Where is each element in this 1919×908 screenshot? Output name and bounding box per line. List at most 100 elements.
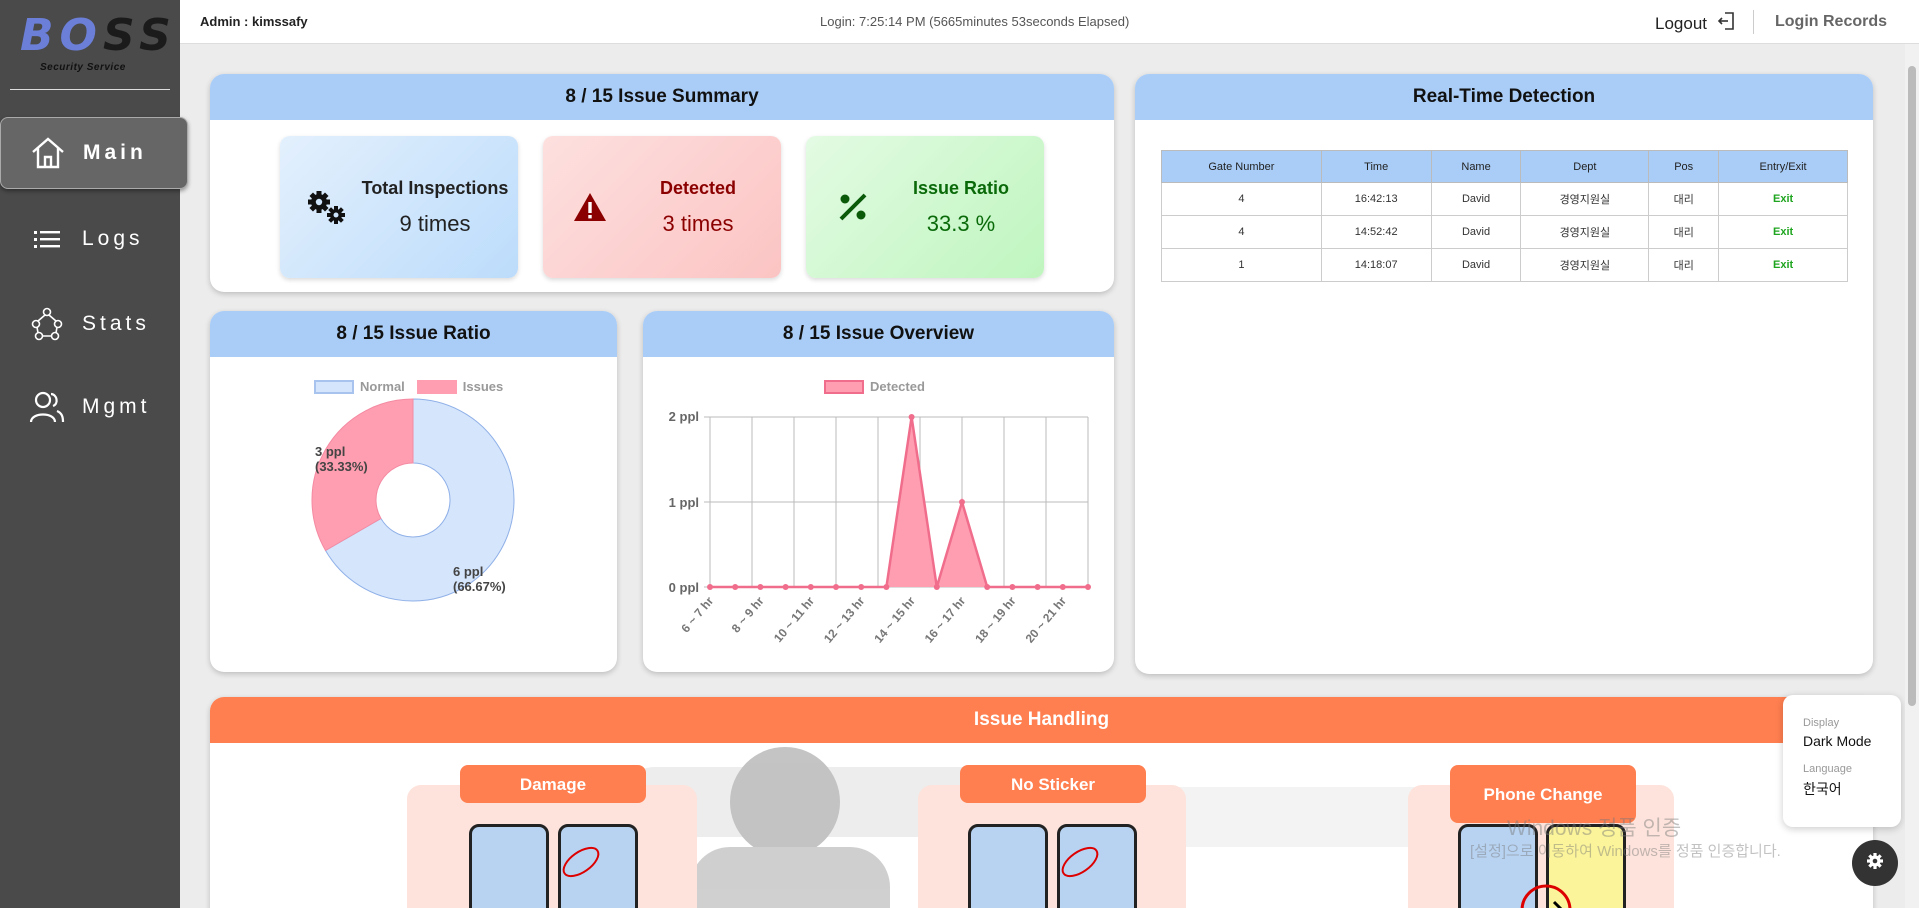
series-line-detected: [710, 416, 1088, 589]
damage-panel: [407, 785, 697, 908]
phone-new-icon: [1546, 824, 1626, 908]
network-icon: [28, 305, 66, 343]
issue-overview-card: 8 / 15 Issue Overview Detected 2 ppl 1 p…: [643, 311, 1114, 672]
x-tick-label: 8 ~ 9 hr: [729, 594, 767, 636]
column-header: Dept: [1520, 150, 1650, 183]
data-point: [732, 584, 739, 590]
pie-label-issues-count: 3 ppl: [315, 444, 345, 459]
table-cell: 14:52:42: [1320, 215, 1432, 249]
phone-change-label[interactable]: Phone Change: [1450, 765, 1636, 823]
pie-slice-issues: [311, 398, 414, 552]
phone-old-icon: [1458, 824, 1538, 908]
total-inspections-label: Total Inspections: [361, 177, 509, 198]
x-tick-label: 20 ~ 21 hr: [1023, 594, 1070, 646]
sidebar-item-stats[interactable]: Stats: [0, 288, 188, 360]
pie-label-issues-percent: (33.33%): [315, 459, 368, 474]
logout-button[interactable]: Logout: [1655, 11, 1735, 36]
column-header: Entry/Exit: [1718, 150, 1848, 183]
dark-mode-toggle[interactable]: Dark Mode: [1803, 733, 1872, 749]
display-label: Display: [1803, 717, 1840, 729]
sidebar-item-label: Logs: [82, 227, 144, 250]
realtime-detection-title: Real-Time Detection: [1135, 74, 1873, 120]
sidebar-item-label: Mgmt: [82, 395, 151, 418]
data-point: [757, 584, 764, 590]
x-tick-label: 14 ~ 15 hr: [871, 594, 918, 646]
users-icon: [28, 388, 66, 426]
issue-ratio-chart-title: 8 / 15 Issue Ratio: [210, 311, 617, 357]
column-header: Pos: [1648, 150, 1720, 183]
legend-swatch-normal: [314, 379, 354, 394]
table-cell: 대리: [1648, 248, 1720, 282]
logout-icon: [1717, 11, 1735, 36]
admin-label: Admin : kimssafy: [200, 14, 308, 29]
table-cell: David: [1430, 248, 1522, 282]
table-cell: 경영지원실: [1520, 248, 1650, 282]
data-point: [883, 584, 890, 590]
legend-label-normal[interactable]: Normal: [360, 379, 405, 394]
gear-icon: [1866, 852, 1884, 875]
realtime-detection-card: Real-Time Detection Gate Number Time Nam…: [1135, 74, 1873, 674]
x-tick-label: 16 ~ 17 hr: [922, 594, 969, 646]
area-chart: 2 ppl 1 ppl 0 ppl 6 ~ 7 hr 8 ~ 9 hr 10 ~ 1…: [669, 409, 1091, 646]
issue-overview-title: 8 / 15 Issue Overview: [643, 311, 1114, 357]
table-row[interactable]: 4 16:42:13 David 경영지원실 대리 Exit: [1161, 182, 1848, 216]
sidebar: BOSS Security Service Main Logs Stats Mg…: [0, 0, 188, 908]
x-tick-label: 12 ~ 13 hr: [821, 594, 868, 646]
y-tick-label: 2 ppl: [669, 409, 699, 424]
damage-label[interactable]: Damage: [460, 765, 646, 803]
realtime-table: Gate Number Time Name Dept Pos Entry/Exi…: [1161, 150, 1848, 282]
issue-summary-card: 8 / 15 Issue Summary Total Inspections 9…: [210, 74, 1114, 292]
logout-label: Logout: [1655, 13, 1707, 33]
table-cell: 4: [1161, 215, 1322, 249]
table-cell: David: [1430, 182, 1522, 216]
table-cell: 대리: [1648, 215, 1720, 249]
table-row[interactable]: 4 14:52:42 David 경영지원실 대리 Exit: [1161, 215, 1848, 249]
phone-ok-icon: [469, 824, 549, 908]
detected-value: 3 times: [662, 210, 734, 236]
data-point: [984, 584, 991, 590]
column-header: Name: [1430, 150, 1522, 183]
login-info: Login: 7:25:14 PM (5665minutes 53seconds…: [820, 14, 1130, 29]
y-tick-label: 1 ppl: [669, 495, 699, 510]
table-cell-exit: Exit: [1718, 248, 1848, 282]
logo[interactable]: BOSS Security Service: [10, 10, 171, 90]
gears-icon: [302, 188, 352, 226]
language-toggle[interactable]: 한국어: [1803, 781, 1842, 797]
data-point: [833, 584, 839, 590]
detected-box: Detected 3 times: [543, 136, 781, 278]
table-cell: 대리: [1648, 182, 1720, 216]
login-records-link[interactable]: Login Records: [1775, 13, 1888, 30]
pie-label-normal-count: 6 ppl: [453, 564, 483, 579]
data-point: [707, 584, 713, 590]
activation-watermark-text: [설정]으로 이동하여 Windows를 정품 인증합니다.: [1470, 843, 1781, 860]
table-cell: 경영지원실: [1520, 215, 1650, 249]
sidebar-item-label: Stats: [82, 312, 150, 335]
scrollbar-thumb[interactable]: [1908, 66, 1916, 706]
x-tick-label: 10 ~ 11 hr: [771, 594, 817, 645]
legend-label-issues[interactable]: Issues: [462, 379, 504, 394]
table-row[interactable]: 1 14:18:07 David 경영지원실 대리 Exit: [1161, 248, 1848, 282]
top-bar: Admin : kimssafy Login: 7:25:14 PM (5665…: [180, 0, 1919, 44]
table-cell: 4: [1161, 182, 1322, 216]
sidebar-item-mgmt[interactable]: Mgmt: [0, 371, 188, 443]
language-label: Language: [1803, 763, 1852, 775]
table-cell: 경영지원실: [1520, 182, 1650, 216]
pie-slice-normal: [324, 398, 515, 602]
table-cell-exit: Exit: [1718, 215, 1848, 249]
x-tick-label: 6 ~ 7 hr: [678, 594, 716, 636]
total-inspections-box: Total Inspections 9 times: [280, 136, 518, 278]
issue-ratio-card: 8 / 15 Issue Ratio Normal Issues 3 ppl (…: [210, 311, 617, 672]
no-sticker-label[interactable]: No Sticker: [960, 765, 1146, 803]
table-cell: 1: [1161, 248, 1322, 282]
phone-damaged-icon: [558, 824, 638, 908]
data-point: [782, 584, 789, 590]
scrollbar[interactable]: [1905, 44, 1919, 908]
sidebar-item-logs[interactable]: Logs: [0, 203, 188, 275]
sidebar-item-main[interactable]: Main: [0, 117, 188, 189]
issue-handling-title: Issue Handling: [210, 697, 1873, 743]
area-legend: Detected: [824, 379, 925, 394]
settings-button[interactable]: [1852, 840, 1898, 886]
arrow-icon: [1520, 884, 1572, 908]
issue-ratio-label: Issue Ratio: [912, 177, 1010, 198]
legend-label-detected[interactable]: Detected: [870, 379, 925, 394]
